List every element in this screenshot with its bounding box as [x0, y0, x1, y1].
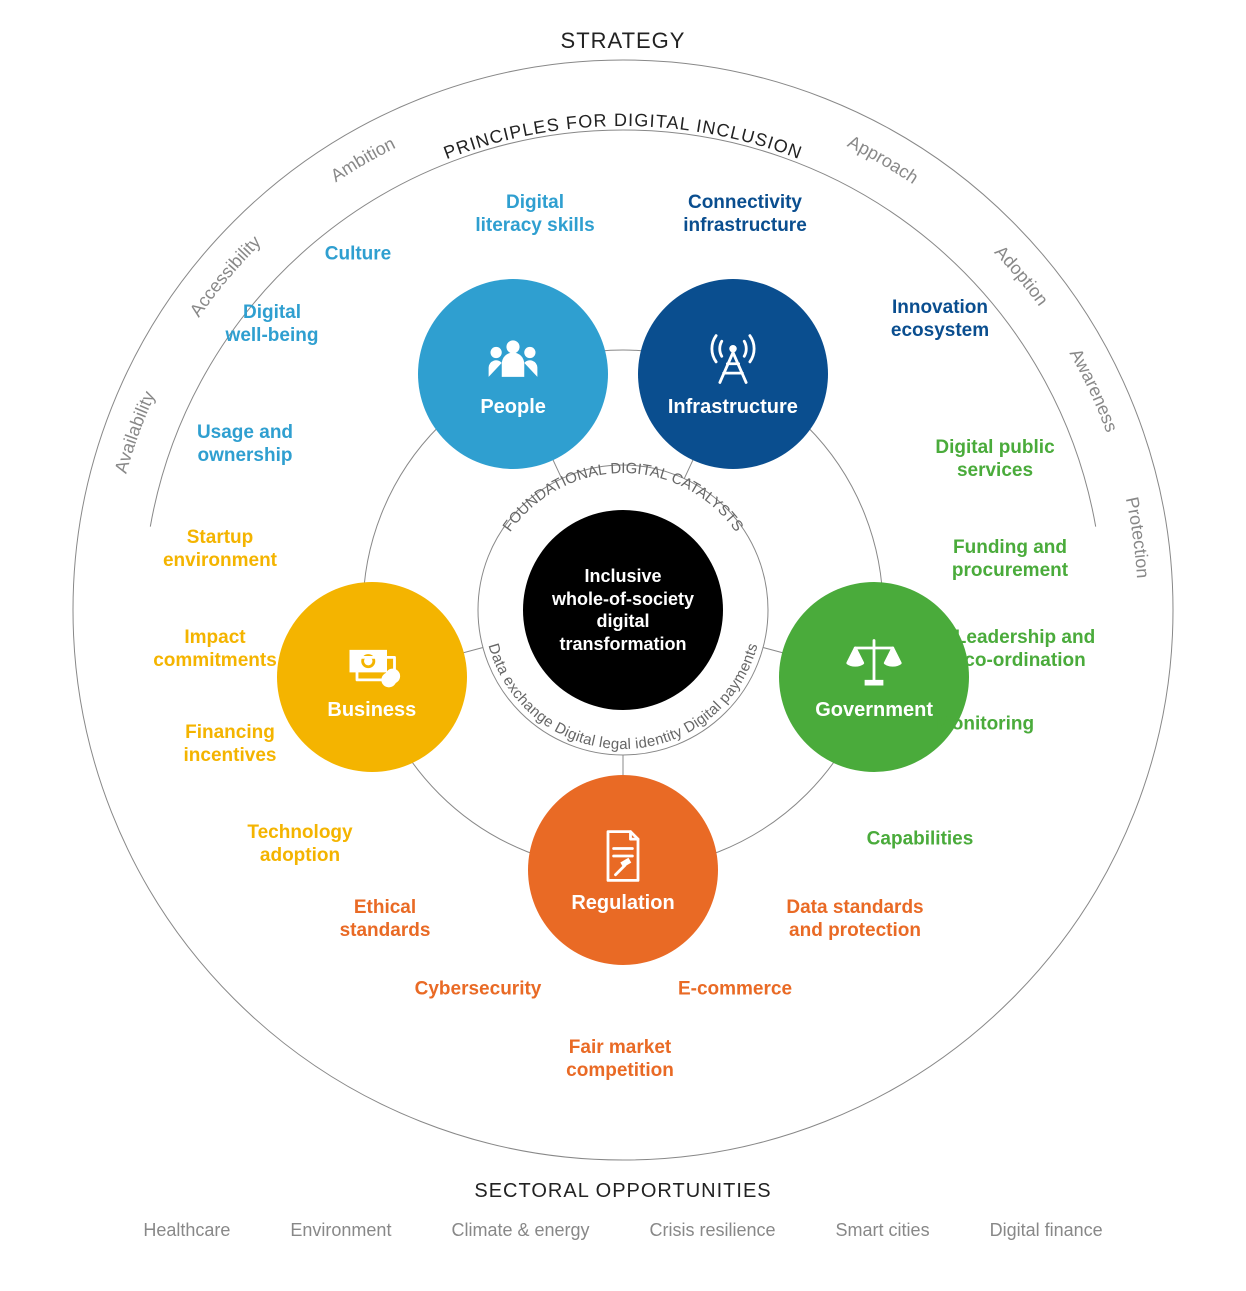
pillar-government: Government — [779, 582, 969, 772]
center-circle: Inclusive whole-of-society digital trans… — [523, 510, 723, 710]
svg-text:Ambition: Ambition — [327, 133, 398, 186]
keyword: Startup environment — [163, 527, 277, 573]
svg-text:Adoption: Adoption — [991, 242, 1052, 310]
people-icon — [483, 330, 543, 390]
keyword: Culture — [325, 244, 392, 267]
keyword: Leadership and co-ordination — [955, 627, 1095, 673]
keyword: Monitoring — [936, 714, 1034, 737]
pillar-business: Business — [277, 582, 467, 772]
keyword: Digital well-being — [226, 302, 319, 348]
sectoral-item: Environment — [290, 1220, 391, 1241]
sectoral-item: Healthcare — [143, 1220, 230, 1241]
keyword: Fair market competition — [566, 1037, 674, 1083]
keyword: Ethical standards — [340, 897, 431, 943]
antenna-icon — [703, 330, 763, 390]
scales-icon — [844, 633, 904, 693]
keyword: Digital public services — [935, 437, 1054, 483]
sectoral-item: Digital finance — [990, 1220, 1103, 1241]
sectoral-item: Climate & energy — [451, 1220, 589, 1241]
keyword: Financing incentives — [184, 722, 277, 768]
keyword: Technology adoption — [247, 822, 352, 868]
svg-text:PRINCIPLES FOR DIGITAL INCLUSI: PRINCIPLES FOR DIGITAL INCLUSION — [441, 110, 805, 163]
center-label: Inclusive whole-of-society digital trans… — [552, 565, 694, 655]
keyword: Cybersecurity — [415, 979, 542, 1002]
keyword: Funding and procurement — [952, 537, 1068, 583]
keyword: Data standards and protection — [786, 897, 923, 943]
pillar-government-label: Government — [815, 699, 933, 722]
keyword: Connectivity infrastructure — [683, 192, 807, 238]
svg-text:Awareness: Awareness — [1066, 345, 1122, 435]
sectoral-item: Smart cities — [836, 1220, 930, 1241]
sectoral-item: Crisis resilience — [650, 1220, 776, 1241]
sectoral-title: SECTORAL OPPORTUNITIES — [474, 1180, 771, 1203]
pillar-people-label: People — [480, 396, 546, 419]
keyword: Innovation ecosystem — [891, 297, 989, 343]
keyword: Capabilities — [867, 829, 974, 852]
diagram-stage: STRATEGY PRINCIPLES FOR DIGITAL INCLUSIO… — [0, 0, 1246, 1291]
pillar-regulation: Regulation — [528, 775, 718, 965]
pillar-regulation-label: Regulation — [571, 892, 674, 915]
pillar-business-label: Business — [327, 699, 416, 722]
pillar-infrastructure-label: Infrastructure — [668, 396, 798, 419]
keyword: Digital literacy skills — [475, 192, 594, 238]
sectoral-row: Healthcare Environment Climate & energy Cri… — [0, 1220, 1246, 1241]
keyword: Impact commitments — [153, 627, 277, 673]
money-icon — [342, 633, 402, 693]
pillar-people: People — [418, 279, 608, 469]
keyword: E-commerce — [678, 979, 792, 1002]
document-gavel-icon — [593, 826, 653, 886]
pillar-infrastructure: Infrastructure — [638, 279, 828, 469]
svg-text:Availability: Availability — [111, 388, 159, 475]
keyword: Usage and ownership — [197, 422, 293, 468]
svg-text:Approach: Approach — [845, 132, 922, 188]
svg-text:Protection: Protection — [1122, 495, 1153, 579]
